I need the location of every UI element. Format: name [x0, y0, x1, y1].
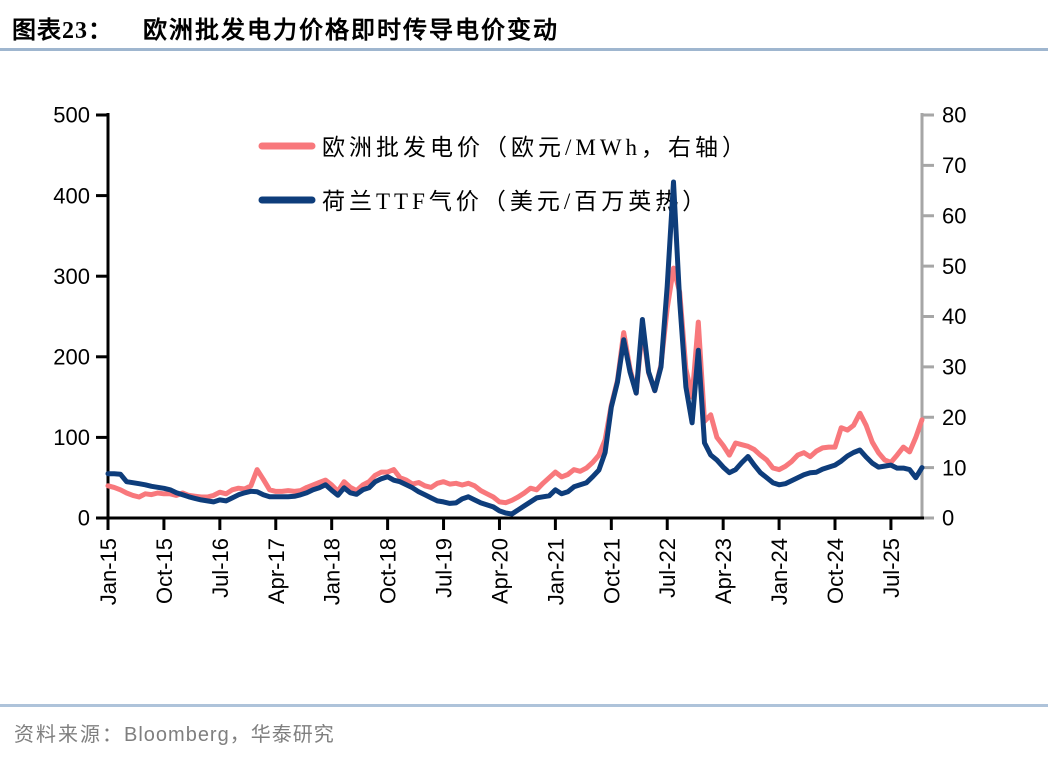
legend-ttf-label: 荷兰TTF气价（美元/百万英热） [322, 189, 709, 214]
x-axis-tick-label: Jul-19 [432, 538, 457, 598]
figure-number-label: 图表23： [12, 18, 113, 44]
x-axis-tick-label: Apr-20 [487, 538, 512, 604]
y-axis-left-tick-label: 500 [53, 103, 90, 128]
y-axis-right-tick-label: 80 [942, 103, 966, 128]
x-axis-tick-label: Apr-23 [711, 538, 736, 604]
figure-title: 图表23： 欧洲批发电力价格即时传导电价变动 [12, 10, 559, 45]
x-axis-tick-label: Jan-24 [767, 538, 792, 605]
y-axis-right-tick-label: 10 [942, 455, 966, 480]
x-axis-tick-label: Jul-16 [208, 538, 233, 598]
legend-electricity-label: 欧洲批发电价（欧元/MWh，右轴） [322, 135, 749, 160]
line-chart: 欧洲批发电价（欧元/MWh，右轴） 荷兰TTF气价（美元/百万英热） 01002… [53, 103, 966, 606]
x-axis-tick-label: Jan-18 [320, 538, 345, 605]
y-axis-right: 0 10 20 30 40 50 60 70 80 [920, 103, 966, 531]
data-series [105, 179, 925, 517]
y-axis-left-tick-label: 200 [53, 345, 90, 370]
ttf-gas-price-line [105, 179, 925, 517]
x-axis-tick-label: Oct-18 [376, 538, 401, 604]
x-axis-tick-label: Apr-17 [264, 538, 289, 604]
source-providers: Bloomberg，华泰研究 [124, 724, 335, 746]
y-axis-left: 0 100 200 300 400 500 [53, 103, 110, 531]
x-axis-tick-label: Jul-22 [655, 538, 680, 598]
y-axis-right-tick-label: 50 [942, 254, 966, 279]
title-divider-line [0, 48, 1048, 51]
electricity-price-line [105, 265, 925, 506]
y-axis-left-tick-label: 400 [53, 183, 90, 208]
x-axis: Jan-15 Oct-15 Jul-16 Apr-17 Jan-18 Oct-18 Jul-… [96, 516, 924, 605]
source-prefix: 资料来源： [14, 724, 124, 746]
y-axis-left-tick-label: 300 [53, 264, 90, 289]
x-axis-tick-label: Jan-21 [543, 538, 568, 605]
y-axis-right-tick-label: 70 [942, 153, 966, 178]
y-axis-left-tick-label: 100 [53, 425, 90, 450]
source-divider-line [0, 704, 1048, 707]
x-axis-tick-label: Oct-24 [823, 538, 848, 604]
x-axis-tick-label: Oct-21 [599, 538, 624, 604]
chart-legend: 欧洲批发电价（欧元/MWh，右轴） 荷兰TTF气价（美元/百万英热） [258, 135, 749, 214]
y-axis-left-tick-label: 0 [78, 506, 90, 531]
x-axis-tick-label: Jan-15 [96, 538, 121, 605]
y-axis-right-tick-label: 60 [942, 203, 966, 228]
y-axis-right-tick-label: 40 [942, 304, 966, 329]
y-axis-right-tick-label: 0 [942, 506, 954, 531]
y-axis-right-tick-label: 20 [942, 405, 966, 430]
y-axis-right-tick-label: 30 [942, 355, 966, 380]
figure-title-text: 欧洲批发电力价格即时传导电价变动 [143, 18, 559, 44]
x-axis-tick-label: Oct-15 [152, 538, 177, 604]
x-axis-tick-label: Jul-25 [879, 538, 904, 598]
source-note: 资料来源：Bloomberg，华泰研究 [14, 718, 335, 747]
